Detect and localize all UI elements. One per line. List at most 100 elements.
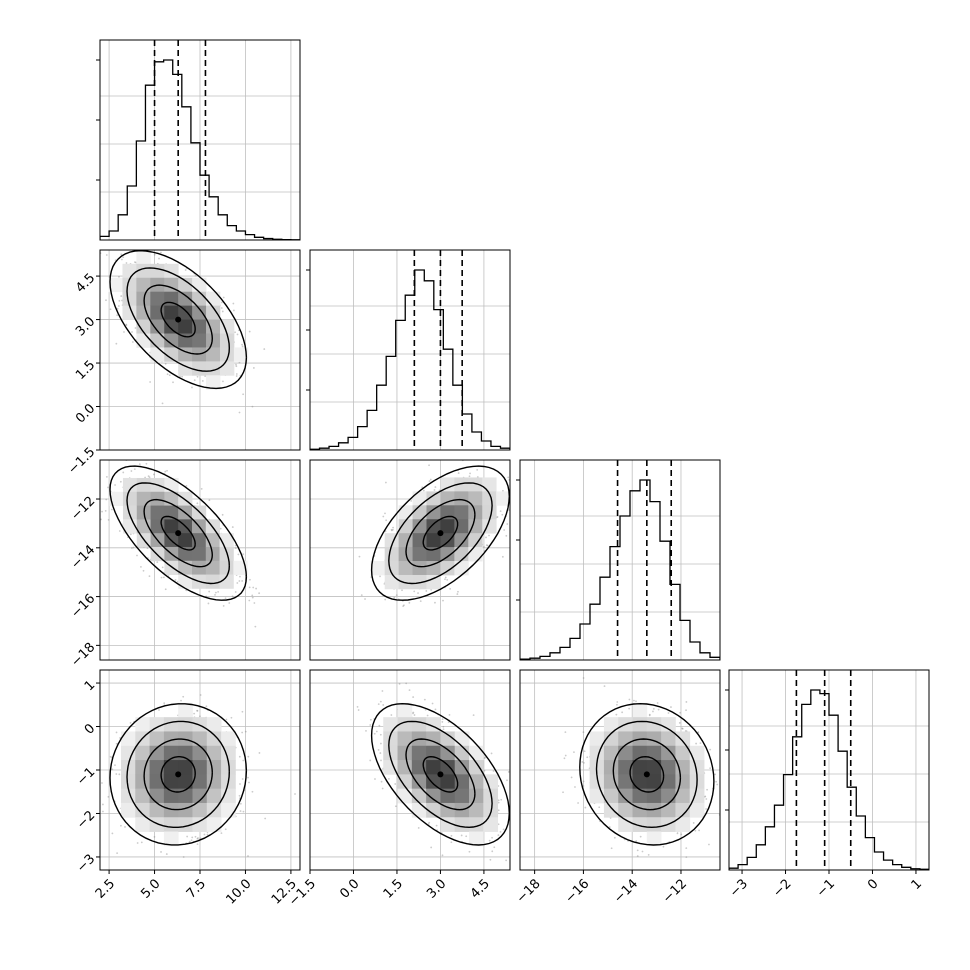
scatter-point	[125, 262, 128, 264]
scatter-point	[427, 823, 430, 825]
contour-line	[388, 482, 493, 585]
scatter-point	[194, 274, 197, 277]
density-cell	[219, 333, 235, 348]
density-cell	[136, 477, 151, 493]
density-cell	[135, 745, 150, 761]
density-cell	[178, 717, 193, 732]
scatter-point	[497, 834, 500, 837]
density-cell	[178, 788, 193, 804]
scatter-point	[102, 810, 104, 813]
panel-2-2	[516, 459, 721, 661]
scatter-point	[448, 714, 451, 716]
scatter-point	[164, 588, 167, 591]
scatter-point	[244, 730, 247, 733]
scatter-point	[235, 363, 237, 366]
y-tick-label: 1.5	[73, 358, 98, 383]
scatter-point	[488, 839, 491, 842]
scatter-point	[364, 598, 366, 600]
scatter-point	[153, 253, 156, 256]
axes-frame	[309, 249, 511, 451]
scatter-point	[485, 536, 487, 539]
density-cell	[122, 291, 137, 307]
density-cell	[120, 745, 136, 761]
scatter-point	[166, 373, 169, 376]
density-cell	[192, 731, 208, 747]
scatter-point	[214, 593, 216, 596]
scatter-point	[220, 307, 223, 309]
density-cell	[122, 477, 138, 493]
scatter-point	[263, 348, 266, 350]
scatter-point	[410, 500, 412, 502]
scatter-point	[254, 625, 257, 628]
scatter-point	[247, 755, 250, 758]
scatter-point	[105, 498, 108, 501]
scatter-point	[120, 295, 123, 297]
scatter-point	[232, 309, 235, 312]
scatter-point	[172, 381, 174, 384]
scatter-point	[242, 810, 245, 813]
scatter-point	[486, 544, 489, 547]
scatter-point	[161, 566, 164, 569]
panel-body	[85, 430, 300, 660]
density-cell	[192, 333, 207, 348]
density-cell	[178, 702, 193, 718]
scatter-point	[200, 487, 203, 490]
scatter-point	[417, 827, 420, 829]
contour-line	[126, 720, 230, 828]
scatter-point	[107, 519, 110, 521]
scatter-point	[220, 832, 223, 835]
scatter-point	[85, 430, 87, 432]
scatter-point	[158, 257, 160, 260]
scatter-point	[140, 841, 143, 844]
scatter-point	[238, 361, 241, 364]
contour-line	[126, 482, 230, 585]
panel-1-1	[306, 249, 511, 451]
scatter-point	[490, 752, 493, 755]
scatter-point	[222, 605, 225, 607]
scatter-point	[251, 596, 254, 599]
scatter-point	[379, 752, 382, 754]
scatter-point	[394, 805, 397, 808]
contour-line	[143, 498, 213, 568]
scatter-point	[181, 375, 184, 378]
scatter-point	[497, 799, 500, 802]
density-cell	[136, 319, 151, 334]
scatter-point	[255, 587, 258, 590]
scatter-point	[239, 575, 241, 578]
scatter-point	[174, 579, 177, 581]
scatter-point	[251, 594, 254, 597]
density-cell	[108, 277, 123, 293]
scatter-point	[194, 835, 197, 838]
density-cell	[192, 745, 208, 761]
scatter-point	[380, 742, 382, 745]
scatter-point	[101, 510, 103, 513]
density-cell	[120, 731, 136, 747]
scatter-point	[483, 757, 486, 759]
density-cell	[135, 760, 150, 775]
scatter-point	[468, 850, 471, 853]
density-cell	[192, 361, 207, 376]
scatter-point	[493, 846, 496, 849]
density-cell	[206, 347, 221, 362]
density-cell	[149, 731, 165, 747]
density-cell	[192, 760, 208, 775]
scatter-point	[412, 711, 415, 714]
scatter-point	[161, 402, 164, 405]
scatter-point	[384, 512, 386, 515]
scatter-point	[231, 526, 234, 528]
density-cell	[109, 491, 124, 506]
scatter-point	[162, 576, 165, 579]
scatter-point	[114, 484, 116, 486]
y-tick-label: 0.0	[73, 401, 98, 426]
density-cell	[454, 477, 469, 492]
scatter-point	[205, 705, 208, 708]
scatter-point	[236, 333, 239, 336]
scatter-point	[238, 580, 241, 582]
density-cell	[206, 817, 222, 832]
axes-frame	[99, 39, 301, 241]
density-cell	[163, 774, 179, 790]
scatter-point	[225, 718, 228, 721]
scatter-point	[253, 602, 256, 604]
density-cell	[192, 305, 207, 320]
